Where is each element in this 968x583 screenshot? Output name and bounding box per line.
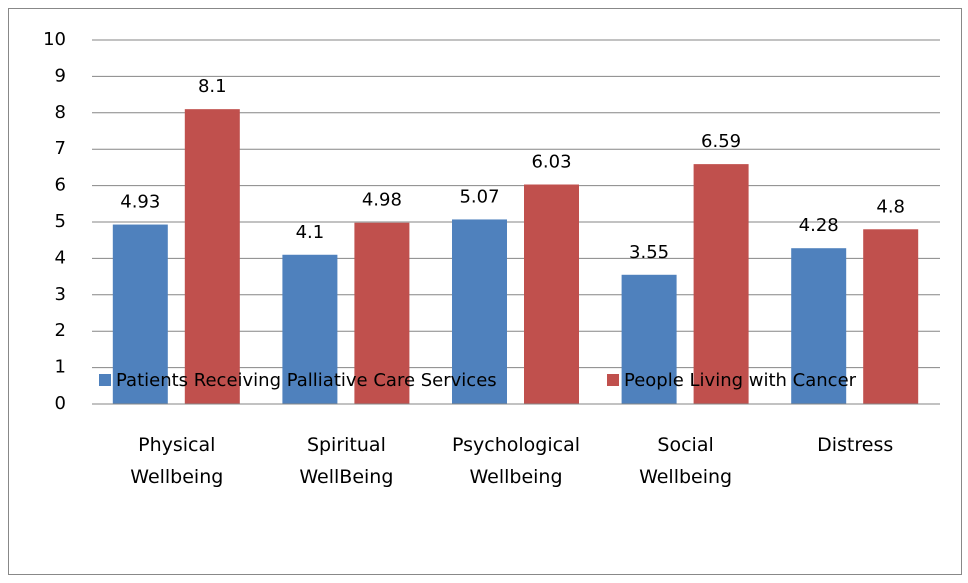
legend-label: Patients Receiving Palliative Care Servi… <box>116 370 497 391</box>
bar <box>791 248 847 404</box>
y-tick-label: 5 <box>55 211 66 232</box>
data-label: 3.55 <box>629 242 669 263</box>
y-tick-label: 3 <box>55 284 66 305</box>
bar <box>524 184 579 404</box>
data-label: 5.07 <box>459 186 499 207</box>
y-tick-label: 4 <box>55 247 66 268</box>
y-tick-label: 2 <box>55 320 66 341</box>
data-label: 4.1 <box>296 222 325 243</box>
y-tick-label: 6 <box>55 175 66 196</box>
y-tick-label: 9 <box>55 65 66 86</box>
bar <box>621 274 677 404</box>
x-tick-label: Psychological Wellbeing <box>452 434 580 488</box>
data-label: 4.93 <box>120 192 160 213</box>
legend-label: People Living with Cancer <box>624 370 857 391</box>
y-tick-label: 8 <box>55 102 66 123</box>
y-tick-label: 0 <box>55 393 66 414</box>
y-tick-label: 7 <box>55 138 66 159</box>
bar <box>452 219 507 404</box>
data-label: 6.03 <box>531 152 571 173</box>
y-tick-label: 10 <box>43 29 66 50</box>
x-tick-label: Physical Wellbeing <box>130 434 224 488</box>
bar <box>354 222 410 404</box>
legend-swatch <box>607 374 619 386</box>
data-label: 4.28 <box>799 215 839 236</box>
x-tick-label: Spiritual WellBeing <box>299 434 394 488</box>
x-tick-label: Distress <box>817 434 894 456</box>
bar <box>282 254 338 404</box>
x-tick-label: Social Wellbeing <box>639 434 733 488</box>
data-label: 8.1 <box>198 76 227 97</box>
bar <box>693 164 749 404</box>
data-label: 4.8 <box>876 196 905 217</box>
bar <box>112 224 168 404</box>
y-tick-label: 1 <box>55 357 66 378</box>
bar <box>863 229 919 404</box>
bar <box>184 109 240 404</box>
data-label: 6.59 <box>701 131 741 152</box>
data-label: 4.98 <box>362 190 402 211</box>
legend-swatch <box>99 374 111 386</box>
